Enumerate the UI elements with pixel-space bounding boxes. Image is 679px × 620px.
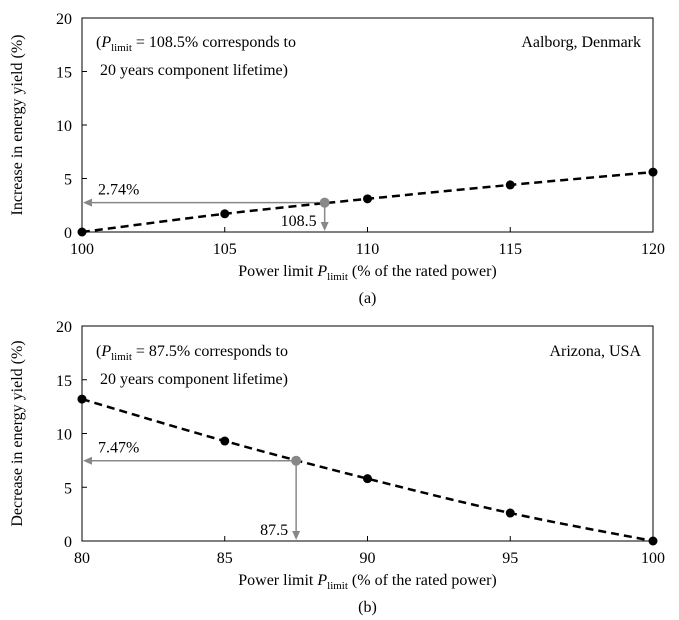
annotation-text: ( xyxy=(96,34,101,51)
data-point xyxy=(77,394,87,404)
x-axis-label-sub: limit xyxy=(327,580,348,592)
data-layer xyxy=(77,394,658,546)
x-axis-label-text: (% of the rated power) xyxy=(348,572,497,589)
data-point xyxy=(77,227,87,237)
x-axis-label: Power limit Plimit (% of the rated power… xyxy=(238,263,497,283)
y-tick-label: 15 xyxy=(56,373,72,390)
x-axis-label-text: (% of the rated power) xyxy=(348,263,497,280)
data-point xyxy=(505,508,515,518)
x-axis-label-var: P xyxy=(316,572,327,589)
annotation-text: = 108.5% corresponds to xyxy=(132,34,296,51)
x-tick-label: 105 xyxy=(213,241,237,258)
highlight-x-label: 87.5 xyxy=(260,522,288,539)
highlight-point xyxy=(291,455,302,466)
y-tick-label: 0 xyxy=(64,225,72,242)
panel-label: (b) xyxy=(358,599,377,616)
chart-panel-0: 100 105 110 115 120 0 5 10 15 20 Increase in energ… xyxy=(9,11,665,307)
data-point xyxy=(505,180,515,190)
annotation-line-1: (Plimit = 87.5% corresponds to xyxy=(96,343,288,363)
data-point xyxy=(220,209,230,219)
y-tick-label: 20 xyxy=(56,319,72,336)
arrowhead-left-icon xyxy=(83,456,92,465)
highlight-y-label: 7.47% xyxy=(98,440,139,457)
x-axis-label-sub: limit xyxy=(327,271,348,283)
x-tick-label: 110 xyxy=(356,241,379,258)
arrowhead-down-icon xyxy=(292,531,301,540)
x-tick-label: 95 xyxy=(502,550,518,567)
annotation-var: P xyxy=(100,343,111,360)
x-tick-label: 100 xyxy=(641,550,665,567)
data-point xyxy=(363,194,372,204)
annotation-line-2: 20 years component lifetime) xyxy=(100,371,288,388)
data-point xyxy=(363,474,372,484)
arrowhead-down-icon xyxy=(320,222,329,231)
x-axis-label-text: Power limit xyxy=(238,263,317,280)
y-tick-label: 0 xyxy=(64,534,72,551)
annotation-sub: limit xyxy=(111,351,132,363)
data-point xyxy=(220,436,230,446)
annotation-line-1: (Plimit = 108.5% corresponds to xyxy=(96,34,296,54)
highlight-x-label: 108.5 xyxy=(281,213,317,230)
x-tick-label: 120 xyxy=(641,241,665,258)
y-tick-label: 10 xyxy=(56,118,72,135)
highlight-point xyxy=(319,197,330,208)
x-axis-label: Power limit Plimit (% of the rated power… xyxy=(238,572,497,592)
x-tick-label: 85 xyxy=(217,550,233,567)
x-tick-label: 90 xyxy=(360,550,376,567)
y-tick-label: 10 xyxy=(56,427,72,444)
panel-label: (a) xyxy=(359,290,377,307)
y-tick-label: 20 xyxy=(56,11,72,28)
x-tick-label: 115 xyxy=(499,241,522,258)
data-point xyxy=(648,167,658,177)
chart-panel-1: 80 85 90 95 100 0 5 10 15 20 Decrease in energy yi… xyxy=(9,319,665,616)
y-tick-label: 5 xyxy=(64,480,72,497)
annotation-text: = 87.5% corresponds to xyxy=(132,343,288,360)
y-tick-label: 15 xyxy=(56,65,72,82)
arrowhead-left-icon xyxy=(83,198,92,207)
x-axis-label-text: Power limit xyxy=(238,572,317,589)
y-axis-label: Decrease in energy yield (%) xyxy=(9,340,26,526)
y-tick-label: 5 xyxy=(64,172,72,189)
annotation-sub: limit xyxy=(111,42,132,54)
location-label: Arizona, USA xyxy=(549,343,641,360)
x-axis-label-var: P xyxy=(316,263,327,280)
x-tick-label: 80 xyxy=(74,550,90,567)
annotation-var: P xyxy=(100,34,111,51)
annotation-text: ( xyxy=(96,343,101,360)
highlight-y-label: 2.74% xyxy=(98,182,139,199)
annotation-line-2: 20 years component lifetime) xyxy=(100,62,288,79)
location-label: Aalborg, Denmark xyxy=(521,34,641,51)
data-layer xyxy=(77,167,658,237)
x-tick-label: 100 xyxy=(70,241,94,258)
series-line xyxy=(81,397,654,543)
y-axis-label: Increase in energy yield (%) xyxy=(9,35,26,216)
data-point xyxy=(648,536,658,546)
